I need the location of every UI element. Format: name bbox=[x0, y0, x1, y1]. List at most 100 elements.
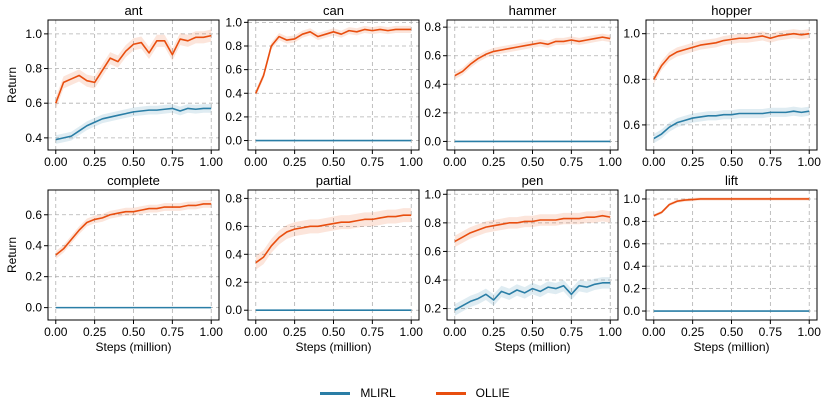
y-tick-label: 0.4 bbox=[225, 86, 242, 100]
x-tick-label: 0.75 bbox=[560, 155, 584, 169]
x-axis-label: Steps (million) bbox=[95, 340, 171, 354]
x-tick-label: 0.75 bbox=[161, 155, 185, 169]
x-tick-label: 0.50 bbox=[521, 325, 545, 339]
x-tick-label: 1.00 bbox=[400, 325, 424, 339]
x-tick-label: 0.75 bbox=[560, 325, 584, 339]
y-tick-label: 0.0 bbox=[225, 303, 242, 317]
y-tick-label: 0.2 bbox=[424, 106, 441, 120]
series-line-mlirl bbox=[55, 107, 212, 141]
series-line-ollie bbox=[454, 36, 611, 77]
subplot-hammer: 0.0 0.2 0.4 0.6 0.8 0.00 0.25 0.50 0.75 1.00 hamme… bbox=[424, 3, 622, 169]
y-tick-label: 0.4 bbox=[225, 247, 242, 261]
y-axis-label: Return bbox=[5, 67, 19, 103]
y-tick-label: 0.0 bbox=[225, 134, 242, 148]
legend-item-ollie: OLLIE bbox=[435, 386, 510, 400]
series-line-ollie bbox=[653, 198, 810, 217]
x-axis-label: Steps (million) bbox=[295, 340, 371, 354]
subplot-can: 0.0 0.2 0.4 0.6 0.8 1.0 0.00 0.25 0.50 0.75 1.00 ca… bbox=[225, 3, 423, 169]
x-axis-label: Steps (million) bbox=[693, 340, 769, 354]
y-tick-label: 0.6 bbox=[225, 63, 242, 77]
x-tick-label: 0.00 bbox=[642, 325, 666, 339]
x-tick-label: 0.00 bbox=[44, 325, 68, 339]
y-tick-label: 0.8 bbox=[225, 39, 242, 53]
x-tick-label: 0.75 bbox=[759, 155, 783, 169]
series-line-ollie bbox=[255, 214, 412, 264]
x-tick-label: 0.00 bbox=[443, 325, 467, 339]
x-tick-label: 0.25 bbox=[283, 155, 307, 169]
y-tick-label: 1.0 bbox=[623, 27, 640, 41]
subplot-pen: 0.2 0.4 0.6 0.8 1.0 0.00 0.25 0.50 0.75 1.00 pen St… bbox=[424, 173, 622, 354]
y-tick-label: 0.6 bbox=[623, 237, 640, 251]
legend-item-mlirl: MLIRL bbox=[320, 386, 396, 400]
legend-swatch-mlirl bbox=[320, 391, 351, 395]
series-line-mlirl bbox=[454, 282, 611, 311]
y-tick-label: 0.2 bbox=[424, 302, 441, 316]
subplot-title: pen bbox=[522, 173, 544, 188]
subplot-title: can bbox=[323, 3, 344, 18]
x-tick-label: 0.50 bbox=[122, 155, 146, 169]
y-tick-label: 0.0 bbox=[424, 134, 441, 148]
x-tick-label: 1.00 bbox=[200, 155, 224, 169]
series-line-mlirl bbox=[653, 110, 810, 140]
x-tick-label: 1.00 bbox=[798, 325, 822, 339]
band-ollie bbox=[653, 29, 810, 84]
y-tick-label: 0.0 bbox=[623, 304, 640, 318]
y-tick-label: 0.0 bbox=[25, 301, 42, 315]
y-tick-label: 0.2 bbox=[623, 282, 640, 296]
x-tick-label: 0.25 bbox=[681, 155, 705, 169]
y-tick-label: 1.0 bbox=[225, 15, 242, 29]
y-tick-label: 0.6 bbox=[25, 96, 42, 110]
figure-canvas: 0.4 0.6 0.8 1.0 0.00 0.25 0.50 0.75 1.00 ant Retur… bbox=[5, 3, 822, 354]
subplot-partial: 0.0 0.2 0.4 0.6 0.8 0.00 0.25 0.50 0.75 1.00 parti… bbox=[225, 173, 423, 354]
x-tick-label: 1.00 bbox=[798, 155, 822, 169]
x-tick-label: 1.00 bbox=[599, 325, 623, 339]
y-tick-label: 0.8 bbox=[424, 216, 441, 230]
x-tick-label: 1.00 bbox=[599, 155, 623, 169]
series-line-ollie bbox=[55, 34, 212, 104]
series-line-ollie bbox=[454, 214, 611, 243]
y-tick-label: 0.8 bbox=[424, 20, 441, 34]
y-tick-label: 0.6 bbox=[225, 219, 242, 233]
x-tick-label: 0.00 bbox=[244, 155, 268, 169]
x-tick-label: 0.50 bbox=[122, 325, 146, 339]
subplot-title: lift bbox=[725, 173, 738, 188]
y-tick-label: 0.8 bbox=[623, 214, 640, 228]
x-tick-label: 0.50 bbox=[322, 155, 346, 169]
x-tick-label: 0.50 bbox=[720, 155, 744, 169]
band-ollie bbox=[55, 29, 212, 110]
subplot-title: complete bbox=[107, 173, 160, 188]
y-tick-label: 0.6 bbox=[25, 208, 42, 222]
y-tick-label: 0.8 bbox=[225, 191, 242, 205]
y-tick-label: 0.2 bbox=[225, 275, 242, 289]
x-axis-label: Steps (million) bbox=[494, 340, 570, 354]
x-tick-label: 1.00 bbox=[400, 155, 424, 169]
x-tick-label: 0.00 bbox=[642, 155, 666, 169]
subplot-hopper: 0.6 0.8 1.0 0.00 0.25 0.50 0.75 1.00 hopper bbox=[623, 3, 821, 169]
series-line-ollie bbox=[653, 32, 810, 80]
x-tick-label: 0.00 bbox=[244, 325, 268, 339]
y-tick-label: 0.2 bbox=[225, 110, 242, 124]
y-tick-label: 0.4 bbox=[623, 259, 640, 273]
x-tick-label: 0.00 bbox=[44, 155, 68, 169]
y-tick-label: 0.4 bbox=[25, 131, 42, 145]
x-tick-label: 0.00 bbox=[443, 155, 467, 169]
y-tick-label: 0.6 bbox=[424, 244, 441, 258]
y-tick-label: 0.4 bbox=[25, 239, 42, 253]
subplot-title: hopper bbox=[711, 3, 752, 18]
x-tick-label: 0.75 bbox=[759, 325, 783, 339]
x-tick-label: 0.25 bbox=[83, 155, 107, 169]
y-tick-label: 0.6 bbox=[424, 49, 441, 63]
x-tick-label: 0.50 bbox=[720, 325, 744, 339]
x-tick-label: 0.50 bbox=[521, 155, 545, 169]
y-tick-label: 1.0 bbox=[25, 27, 42, 41]
x-tick-label: 0.75 bbox=[361, 155, 385, 169]
y-tick-label: 1.0 bbox=[424, 187, 441, 201]
subplot-title: partial bbox=[316, 173, 352, 188]
legend: MLIRL OLLIE bbox=[0, 386, 830, 400]
x-tick-label: 0.50 bbox=[322, 325, 346, 339]
band-ollie bbox=[255, 208, 412, 270]
x-tick-label: 1.00 bbox=[200, 325, 224, 339]
x-tick-label: 0.75 bbox=[161, 325, 185, 339]
y-axis-label: Return bbox=[5, 237, 19, 273]
y-tick-label: 0.8 bbox=[25, 62, 42, 76]
